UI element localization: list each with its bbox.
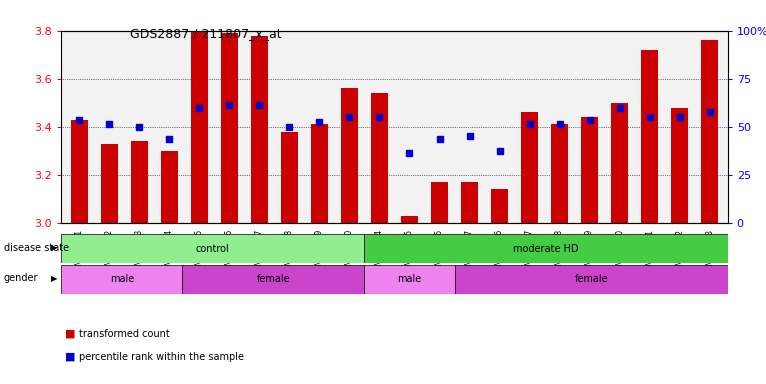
Bar: [702, 40, 718, 223]
Bar: [61, 265, 182, 294]
Text: female: female: [257, 274, 290, 285]
Text: male: male: [398, 274, 422, 285]
Bar: [161, 151, 178, 223]
Bar: [71, 119, 87, 223]
Text: percentile rank within the sample: percentile rank within the sample: [79, 352, 244, 362]
Bar: [364, 234, 728, 263]
Bar: [182, 265, 364, 294]
Text: transformed count: transformed count: [79, 329, 169, 339]
Text: ▶: ▶: [51, 243, 57, 252]
Bar: [341, 88, 358, 223]
Bar: [311, 124, 328, 223]
Bar: [611, 103, 628, 223]
Bar: [581, 117, 598, 223]
Text: ■: ■: [65, 329, 76, 339]
Text: male: male: [110, 274, 134, 285]
Bar: [281, 132, 298, 223]
Bar: [61, 234, 364, 263]
Bar: [522, 113, 538, 223]
Text: GDS2887 / 211807_x_at: GDS2887 / 211807_x_at: [130, 27, 282, 40]
Bar: [401, 215, 417, 223]
Bar: [251, 36, 267, 223]
Text: disease state: disease state: [4, 243, 69, 253]
Bar: [641, 50, 658, 223]
Text: ▶: ▶: [51, 274, 57, 283]
Text: female: female: [574, 274, 608, 285]
Bar: [101, 144, 117, 223]
Bar: [672, 108, 688, 223]
Bar: [221, 33, 237, 223]
Bar: [372, 93, 388, 223]
Text: control: control: [196, 243, 230, 254]
Bar: [431, 182, 448, 223]
Bar: [191, 31, 208, 223]
Bar: [131, 141, 148, 223]
Bar: [364, 265, 455, 294]
Bar: [461, 182, 478, 223]
Bar: [491, 189, 508, 223]
Bar: [455, 265, 728, 294]
Text: moderate HD: moderate HD: [513, 243, 578, 254]
Text: ■: ■: [65, 352, 76, 362]
Text: gender: gender: [4, 273, 38, 283]
Bar: [552, 124, 568, 223]
